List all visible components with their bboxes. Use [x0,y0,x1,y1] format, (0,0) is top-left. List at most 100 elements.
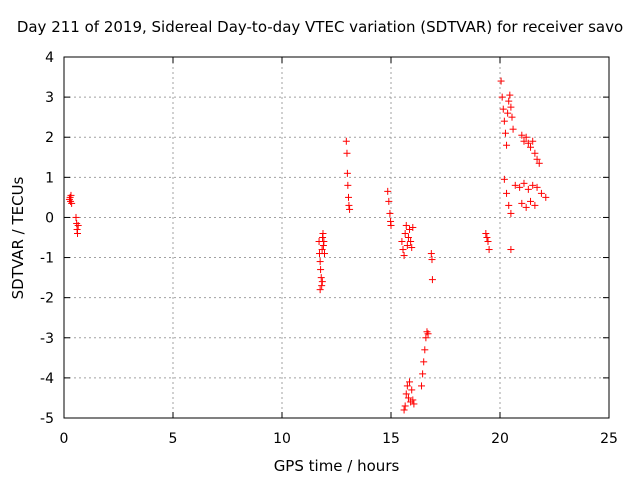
data-point [428,276,436,284]
data-point [518,199,526,207]
data-point [533,155,541,163]
data-point [345,201,353,209]
data-point [384,187,392,195]
data-point [529,137,537,145]
data-point [482,229,490,237]
data-point [67,191,75,199]
data-point [344,181,352,189]
data-point [404,394,412,402]
y-tick-label: -3 [40,331,54,347]
data-point [419,370,427,378]
chart-title: Day 211 of 2019, Sidereal Day-to-day VTE… [16,18,624,36]
y-tick-label: 2 [45,130,54,146]
data-point [318,246,326,254]
data-point [508,113,516,121]
data-point [342,137,350,145]
data-point [511,181,519,189]
data-point [500,117,508,125]
data-point [422,334,430,342]
data-point [505,97,513,105]
data-point [428,256,436,264]
data-point [533,183,541,191]
x-axis-label: GPS time / hours [273,457,400,475]
data-point [524,185,532,193]
data-point [74,229,82,237]
data-point [387,221,395,229]
data-point [518,131,526,139]
data-point [72,213,80,221]
data-point [506,91,514,99]
data-point [507,209,515,217]
data-point [427,250,435,258]
x-tick-label: 20 [491,431,509,447]
y-tick-label: 1 [45,170,54,186]
axis-ticks: 0 5 10 15 20 25 -5 -4 -3 -2 -1 0 1 2 3 4 [40,50,618,447]
data-point [68,199,76,207]
data-point [529,181,537,189]
x-tick-label: 5 [169,431,178,447]
data-point [317,274,325,282]
data-point [401,229,409,237]
data-point [503,141,511,149]
data-point [501,129,509,137]
data-point [424,330,432,338]
data-point [343,169,351,177]
data-point [406,378,414,386]
data-point [400,252,408,260]
x-tick-label: 25 [600,431,618,447]
data-point [507,246,515,254]
data-point [321,250,329,258]
y-tick-label: -1 [40,251,54,267]
data-point [527,197,535,205]
data-point [385,197,393,205]
y-tick-label: -4 [40,371,54,387]
data-point [484,238,492,246]
data-point [407,238,415,246]
data-point [408,244,416,252]
data-point [403,242,411,250]
data-point [343,149,351,157]
data-point [399,246,407,254]
data-point [520,137,528,145]
data-point [318,282,326,290]
data-point [499,105,507,113]
data-point [527,143,535,151]
data-point [498,93,506,101]
y-tick-label: 3 [45,90,54,106]
data-point [410,400,418,408]
data-point [522,133,530,141]
data-point [400,406,408,414]
data-point [404,234,412,241]
x-tick-label: 0 [60,431,69,447]
data-point [418,382,426,390]
data-point [402,221,410,229]
x-tick-label: 15 [382,431,400,447]
data-point [497,77,505,85]
data-point [403,382,411,390]
data-point [409,223,417,231]
data-point [483,234,491,241]
data-point [317,266,325,274]
y-tick-label: -5 [40,411,54,427]
data-point [503,189,511,197]
data-point [531,201,539,209]
data-point [409,396,417,404]
data-point [542,193,550,201]
data-point [522,203,530,211]
data-point [516,183,524,191]
grid-lines [64,57,609,418]
data-point [344,193,352,201]
data-points [65,77,550,414]
y-axis-label: SDTVAR / TECUs [9,176,27,300]
data-point [320,238,328,246]
data-point [398,238,406,246]
data-point [346,205,354,213]
plot-frame [63,56,610,419]
data-point [319,229,327,237]
data-point [401,402,409,410]
data-point [504,109,512,117]
data-point [485,246,493,254]
data-point [402,390,410,398]
data-point [318,278,326,286]
